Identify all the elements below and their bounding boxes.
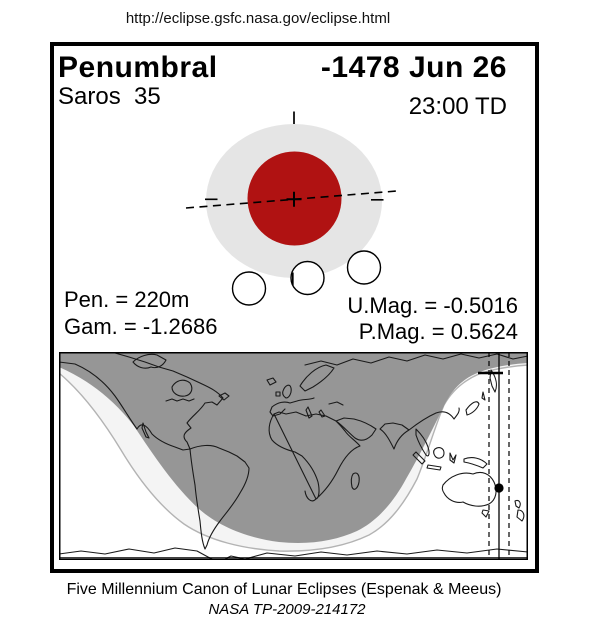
visibility-map-svg — [59, 352, 528, 560]
eclipse-not-visible-region — [59, 352, 528, 543]
visibility-curve — [59, 364, 528, 552]
map-frame — [59, 352, 528, 560]
stat-penumbral-duration: Pen. = 220m — [64, 287, 190, 312]
vertical-axis-ticks — [291, 111, 295, 286]
moon-path-dashed-line — [185, 190, 398, 209]
stat-umbral-magnitude: U.Mag. = -0.5016 — [347, 293, 518, 318]
island-greenland-iceland — [132, 353, 277, 386]
source-url-caption: http://eclipse.gsfc.nasa.gov/eclipse.htm… — [125, 10, 391, 27]
eclipse-type-title: Penumbral — [58, 51, 218, 84]
contact-meridian-dashed-lines — [488, 352, 510, 560]
continent-south-america — [189, 444, 250, 550]
shadow-diagram-svg — [185, 111, 398, 306]
continent-australia-nz — [441, 471, 525, 522]
nasa-report-number: NASA TP-2009-214172 — [208, 601, 366, 618]
horizontal-axis-ticks — [205, 198, 384, 201]
saros-series-label: Saros 35 — [58, 83, 161, 110]
stat-gamma: Gam. = -1.2686 — [64, 314, 218, 339]
islands-indonesia — [412, 447, 488, 471]
moon-contact-circle-1 — [231, 271, 267, 306]
continent-north-america — [59, 352, 230, 451]
eclipse-date: -1478 Jun 26 — [320, 51, 507, 84]
shadow-center-cross — [286, 191, 302, 207]
figure-border-box — [50, 42, 539, 573]
continent-asia — [304, 353, 528, 457]
moon-contact-circle-3 — [346, 250, 382, 285]
stat-penumbral-magnitude: P.Mag. = 0.5624 — [358, 319, 518, 344]
canon-title-caption: Five Millennium Canon of Lunar Eclipses … — [66, 581, 502, 598]
moon-contact-circle-2 — [290, 260, 325, 296]
greatest-eclipse-time: 23:00 TD — [408, 93, 507, 120]
sublunar-point-dot — [494, 483, 504, 493]
